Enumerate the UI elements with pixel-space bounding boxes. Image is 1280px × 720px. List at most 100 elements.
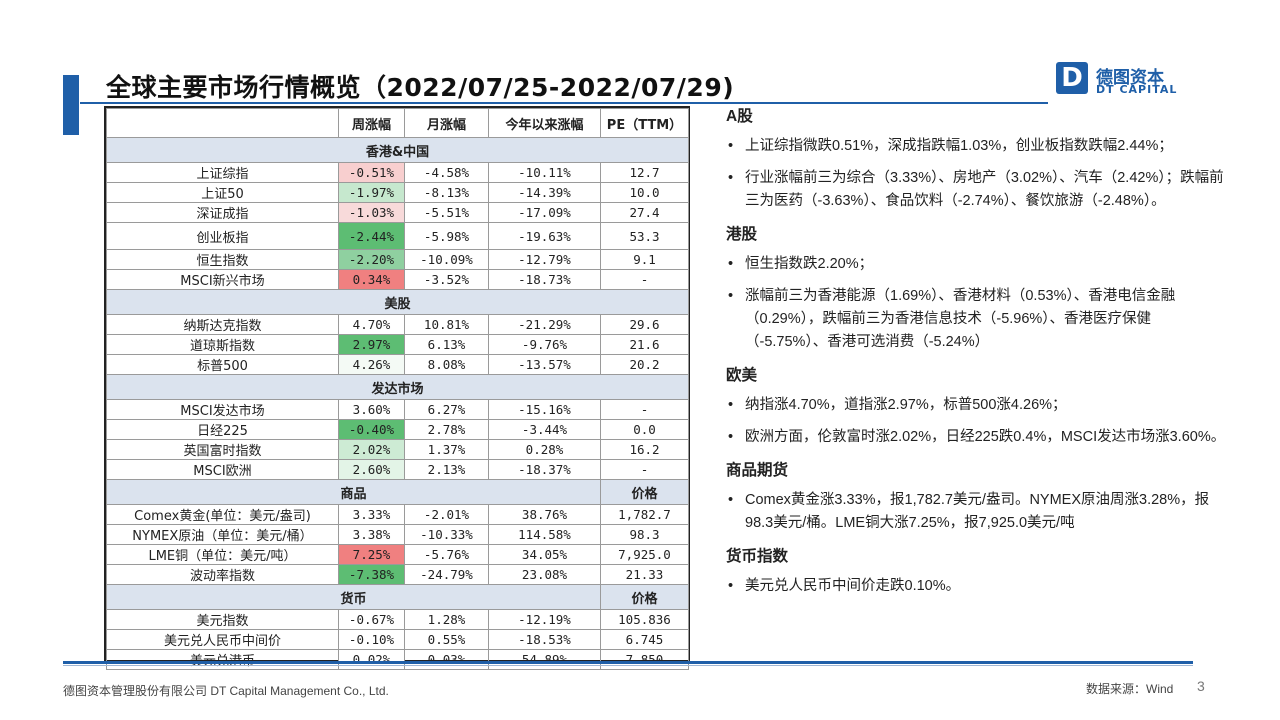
ytd-change: -18.37%: [488, 459, 601, 480]
table-row: 美元兑人民币中间价 -0.10% 0.55% -18.53% 6.745: [106, 629, 689, 650]
monthly-change: 1.37%: [404, 439, 489, 460]
table-row: 英国富时指数 2.02% 1.37% 0.28% 16.2: [106, 439, 689, 460]
commentary-bullet: • 行业涨幅前三为综合（3.33%）、房地产（3.02%）、汽车（2.42%）；跌…: [726, 167, 1226, 213]
bullet-text: 恒生指数跌2.20%；: [745, 256, 874, 272]
table-row: 道琼斯指数 2.97% 6.13% -9.76% 21.6: [106, 334, 689, 355]
pe-or-price: 105.836: [600, 609, 689, 630]
pe-or-price: -: [600, 459, 689, 480]
table-row: 上证50 -1.97% -8.13% -14.39% 10.0: [106, 182, 689, 203]
ytd-change: -3.44%: [488, 419, 601, 440]
footer-divider: [63, 661, 1193, 664]
table-row: 上证综指 -0.51% -4.58% -10.11% 12.7: [106, 162, 689, 183]
monthly-change: 8.08%: [404, 354, 489, 375]
table-row: Comex黄金(单位：美元/盎司) 3.33% -2.01% 38.76% 1,782.…: [106, 504, 689, 525]
bullet-text: 涨幅前三为香港能源（1.69%）、香港材料（0.53%）、香港电信金融（0.29…: [745, 288, 1176, 350]
monthly-change: -5.51%: [404, 202, 489, 223]
commentary-bullet: • Comex黄金涨3.33%，报1,782.7美元/盎司。NYMEX原油周涨3.…: [726, 489, 1226, 535]
pe-or-price: 1,782.7: [600, 504, 689, 525]
ytd-change: 38.76%: [488, 504, 601, 525]
header-cell: 今年以来涨幅: [488, 108, 601, 138]
table-row: MSCI发达市场 3.60% 6.27% -15.16% -: [106, 399, 689, 420]
market-table: 周涨幅 月涨幅 今年以来涨幅 PE（TTM） 香港&中国 上证综指 -0.51% -4…: [104, 106, 690, 670]
commentary-heading: 货币指数: [726, 548, 789, 565]
pe-or-price: 53.3: [600, 222, 689, 250]
ytd-change: -14.39%: [488, 182, 601, 203]
monthly-change: 6.13%: [404, 334, 489, 355]
row-name: 标普500: [106, 354, 339, 375]
monthly-change: -4.58%: [404, 162, 489, 183]
ytd-change: 54.89%: [488, 649, 601, 670]
row-name: 美元兑人民币中间价: [106, 629, 339, 650]
weekly-change: 0.34%: [338, 269, 405, 290]
table-row: 纳斯达克指数 4.70% 10.81% -21.29% 29.6: [106, 314, 689, 335]
ytd-change: 114.58%: [488, 524, 601, 545]
section-header-row: 商品 价格: [106, 479, 689, 505]
monthly-change: -5.76%: [404, 544, 489, 565]
bullet-text: 行业涨幅前三为综合（3.33%）、房地产（3.02%）、汽车（2.42%）；跌幅…: [745, 170, 1224, 209]
pe-or-price: 7,925.0: [600, 544, 689, 565]
row-name: MSCI欧洲: [106, 459, 339, 480]
weekly-change: -1.03%: [338, 202, 405, 223]
row-name: 道琼斯指数: [106, 334, 339, 355]
section-price-label: 价格: [600, 479, 689, 505]
section-header-row: 美股: [106, 289, 689, 315]
bullet-icon: •: [728, 256, 734, 272]
monthly-change: -8.13%: [404, 182, 489, 203]
bullet-icon: •: [728, 492, 734, 508]
ytd-change: -12.19%: [488, 609, 601, 630]
ytd-change: -15.16%: [488, 399, 601, 420]
bullet-text: Comex黄金涨3.33%，报1,782.7美元/盎司。NYMEX原油周涨3.2…: [745, 492, 1210, 531]
monthly-change: 1.28%: [404, 609, 489, 630]
title-accent-bar: [63, 75, 79, 135]
monthly-change: 6.27%: [404, 399, 489, 420]
bullet-text: 上证综指微跌0.51%，深成指跌幅1.03%，创业板指数跌幅2.44%；: [745, 138, 1173, 154]
ytd-change: -9.76%: [488, 334, 601, 355]
monthly-change: -10.09%: [404, 249, 489, 270]
weekly-change: 7.25%: [338, 544, 405, 565]
weekly-change: 4.70%: [338, 314, 405, 335]
ytd-change: -13.57%: [488, 354, 601, 375]
row-name: LME铜（单位：美元/吨）: [106, 544, 339, 565]
bullet-icon: •: [728, 288, 734, 304]
section-title: 商品: [106, 479, 601, 505]
table-row: 美元兑港币0.02%0.03%54.89%7.850: [106, 649, 689, 670]
commentary-heading: 商品期货: [726, 462, 789, 479]
pe-or-price: -: [600, 399, 689, 420]
row-name: 英国富时指数: [106, 439, 339, 460]
section-header-row: 香港&中国: [106, 137, 689, 163]
pe-or-price: 16.2: [600, 439, 689, 460]
bullet-icon: •: [728, 138, 734, 154]
pe-or-price: 20.2: [600, 354, 689, 375]
monthly-change: -5.98%: [404, 222, 489, 250]
section-title: 香港&中国: [106, 137, 689, 163]
row-name: 上证综指: [106, 162, 339, 183]
section-header-row: 发达市场: [106, 374, 689, 400]
row-name: 日经225: [106, 419, 339, 440]
weekly-change: -2.20%: [338, 249, 405, 270]
table-row: 波动率指数 -7.38% -24.79% 23.08% 21.33: [106, 564, 689, 585]
table-row: 创业板指 -2.44% -5.98% -19.63% 53.3: [106, 222, 689, 250]
ytd-change: -18.53%: [488, 629, 601, 650]
commentary-panel: A股 • 上证综指微跌0.51%，深成指跌幅1.03%，创业板指数跌幅2.44%； •…: [726, 104, 1226, 607]
weekly-change: 0.02%: [338, 649, 405, 670]
company-logo: D 德图资本 DT CAPITAL: [1056, 62, 1196, 98]
bullet-text: 纳指涨4.70%，道指涨2.97%，标普500涨4.26%；: [745, 397, 1067, 413]
pe-or-price: 98.3: [600, 524, 689, 545]
pe-or-price: -: [600, 269, 689, 290]
commentary-heading: 港股: [726, 226, 758, 243]
header-cell: [106, 108, 339, 138]
row-name: 创业板指: [106, 222, 339, 250]
row-name: Comex黄金(单位：美元/盎司): [106, 504, 339, 525]
commentary-bullet: • 欧洲方面，伦敦富时涨2.02%，日经225跌0.4%，MSCI发达市场涨3.6…: [726, 426, 1226, 449]
weekly-change: -1.97%: [338, 182, 405, 203]
header-cell: PE（TTM）: [600, 108, 689, 138]
table-row: 恒生指数 -2.20% -10.09% -12.79% 9.1: [106, 249, 689, 270]
pe-or-price: 6.745: [600, 629, 689, 650]
company-name: 德图资本管理股份有限公司 DT Capital Management Co., …: [63, 684, 389, 698]
pe-or-price: 9.1: [600, 249, 689, 270]
row-name: MSCI发达市场: [106, 399, 339, 420]
commentary-heading: 欧美: [726, 367, 758, 384]
monthly-change: -3.52%: [404, 269, 489, 290]
pe-or-price: 21.6: [600, 334, 689, 355]
commentary-bullet: • 恒生指数跌2.20%；: [726, 253, 1226, 276]
